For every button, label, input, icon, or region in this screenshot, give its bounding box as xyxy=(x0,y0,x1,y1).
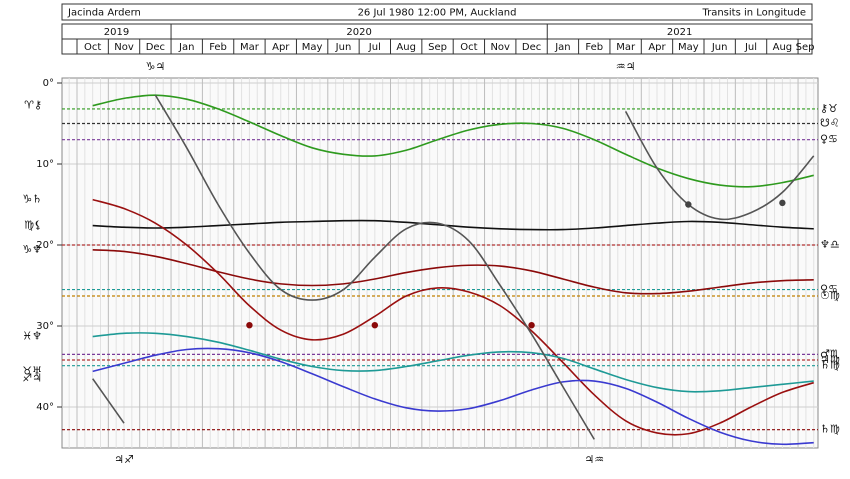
month-label: Sep xyxy=(428,42,447,53)
month-label: Oct xyxy=(84,42,101,53)
month-label: Oct xyxy=(460,42,477,53)
natal-label: ♄♍ xyxy=(820,359,840,372)
natal-label: ♆♎ xyxy=(820,238,840,251)
month-label: Apr xyxy=(648,42,666,53)
station-dot xyxy=(685,201,692,208)
month-label: Mar xyxy=(616,42,636,53)
y-tick-label: 20° xyxy=(36,240,54,251)
natal-label: ♀♋ xyxy=(820,283,838,296)
transit-curve xyxy=(92,378,125,424)
month-label: Aug xyxy=(396,42,416,53)
series-start-label: ♑♆ xyxy=(22,243,42,256)
birth-info: 26 Jul 1980 12:00 PM, Auckland xyxy=(358,8,517,19)
transit-curve xyxy=(92,94,814,188)
natal-label: ♃♍ xyxy=(820,353,840,366)
transit-curve xyxy=(92,347,814,446)
month-label: Apr xyxy=(272,42,290,53)
header-frame xyxy=(61,3,813,21)
station-dot xyxy=(371,321,379,329)
y-tick-label: 0° xyxy=(43,78,54,89)
month-label: Sep xyxy=(796,42,815,53)
month-label: Jul xyxy=(368,42,381,53)
month-label: Feb xyxy=(585,42,603,53)
transit-curve xyxy=(92,198,814,436)
plot-background xyxy=(61,77,819,449)
month-label: Jan xyxy=(554,42,570,53)
series-start-label: ♒♃ xyxy=(616,60,636,73)
year-label: 2019 xyxy=(104,27,129,38)
month-label: Jun xyxy=(335,42,352,53)
natal-label: ⚷♉ xyxy=(820,102,838,115)
month-label: Nov xyxy=(490,42,510,53)
month-label: Aug xyxy=(773,42,793,53)
month-label: Jun xyxy=(711,42,728,53)
series-start-label: ♑♄ xyxy=(22,193,42,206)
month-label: May xyxy=(302,42,323,53)
natal-label: ♄♍ xyxy=(820,423,840,436)
transit-curve xyxy=(154,94,595,440)
month-label: Feb xyxy=(209,42,227,53)
y-tick-label: 10° xyxy=(36,159,54,170)
y-tick-label: 30° xyxy=(36,321,54,332)
series-start-label: ♍⚸ xyxy=(24,219,42,232)
series-start-label: ♈⚷ xyxy=(24,99,42,112)
person-name: Jacinda Ardern xyxy=(67,8,141,19)
month-label: Nov xyxy=(114,42,134,53)
month-label: Jul xyxy=(744,42,757,53)
natal-label: ♀♋ xyxy=(820,133,838,146)
series-start-label: ♓♆ xyxy=(22,330,42,343)
series-end-label: ♃♐ xyxy=(114,453,134,466)
month-label: Dec xyxy=(146,42,165,53)
transit-curve xyxy=(92,332,814,393)
station-dot xyxy=(528,321,535,329)
station-dot xyxy=(779,199,786,207)
natal-label: ☉♍ xyxy=(820,289,840,302)
chart-mode: Transits in Longitude xyxy=(701,8,806,19)
year-label: 2021 xyxy=(667,27,692,38)
series-start-label: ♐♃ xyxy=(22,372,42,385)
month-label: May xyxy=(678,42,699,53)
natal-label: ♂♏ xyxy=(820,347,840,360)
transit-curve xyxy=(624,110,815,221)
series-start-label: ♉♅ xyxy=(22,364,42,377)
series-end-label: ♃♒ xyxy=(584,453,604,466)
month-label: Jan xyxy=(178,42,194,53)
year-row xyxy=(61,23,813,40)
month-label: Dec xyxy=(522,42,541,53)
year-label: 2020 xyxy=(346,27,371,38)
transit-curve xyxy=(92,219,814,231)
month-label: Mar xyxy=(240,42,260,53)
y-tick-label: 40° xyxy=(36,402,54,413)
natal-label: ☋♌ xyxy=(820,117,840,130)
station-dot xyxy=(246,321,253,329)
month-row xyxy=(61,38,813,55)
series-start-label: ♑♃ xyxy=(146,60,166,73)
